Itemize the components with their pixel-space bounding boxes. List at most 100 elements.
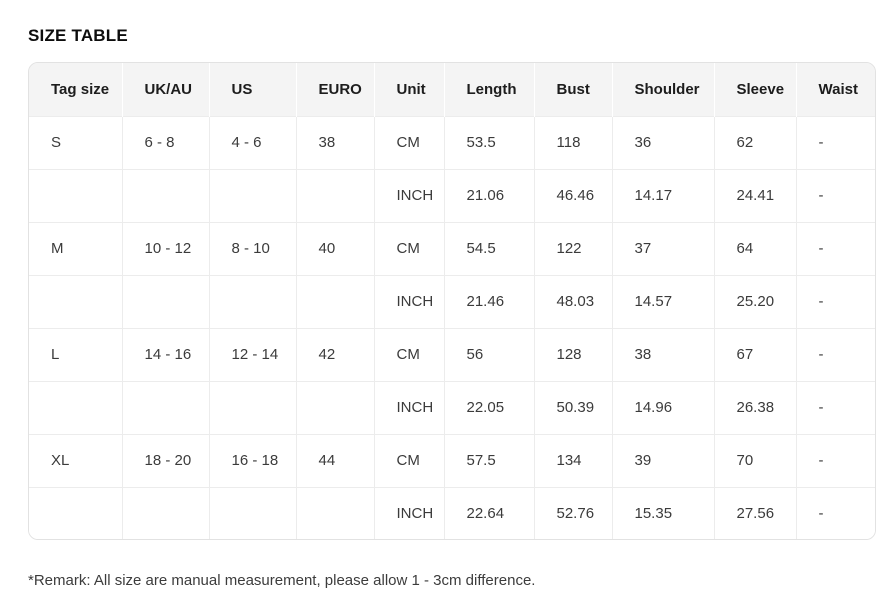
cell-us (208, 380, 296, 434)
table-row-xl-cm: XL 18 - 20 16 - 18 44 CM 57.5 134 39 70 … (29, 433, 875, 487)
cell-us (208, 486, 296, 539)
cell-us: 4 - 6 (208, 115, 296, 169)
cell-uk-au (121, 380, 209, 434)
cell-unit: CM (373, 221, 444, 275)
cell-euro (295, 168, 374, 222)
cell-euro: 42 (295, 327, 374, 381)
col-header-tag-size: Tag size (29, 63, 122, 116)
cell-unit: INCH (373, 168, 444, 222)
col-header-unit: Unit (373, 63, 444, 116)
cell-waist: - (795, 221, 875, 275)
cell-uk-au (121, 486, 209, 539)
cell-euro (295, 486, 374, 539)
cell-waist: - (795, 168, 875, 222)
cell-waist: - (795, 486, 875, 539)
cell-bust: 122 (533, 221, 612, 275)
cell-sleeve: 70 (713, 433, 796, 487)
cell-tag-size: XL (29, 433, 122, 487)
table-row-m-cm: M 10 - 12 8 - 10 40 CM 54.5 122 37 64 - (29, 221, 875, 275)
cell-shoulder: 14.96 (611, 380, 714, 434)
cell-euro: 38 (295, 115, 374, 169)
cell-us (208, 168, 296, 222)
cell-tag-size (29, 380, 122, 434)
cell-euro (295, 380, 374, 434)
cell-length: 54.5 (443, 221, 534, 275)
cell-sleeve: 64 (713, 221, 796, 275)
cell-shoulder: 14.57 (611, 274, 714, 328)
cell-unit: CM (373, 115, 444, 169)
cell-length: 21.46 (443, 274, 534, 328)
cell-length: 22.64 (443, 486, 534, 539)
cell-us: 16 - 18 (208, 433, 296, 487)
cell-sleeve: 67 (713, 327, 796, 381)
cell-bust: 128 (533, 327, 612, 381)
cell-sleeve: 27.56 (713, 486, 796, 539)
cell-tag-size (29, 274, 122, 328)
col-header-length: Length (443, 63, 534, 116)
cell-unit: CM (373, 327, 444, 381)
table-row-l-cm: L 14 - 16 12 - 14 42 CM 56 128 38 67 - (29, 327, 875, 381)
col-header-sleeve: Sleeve (713, 63, 796, 116)
cell-unit: INCH (373, 274, 444, 328)
cell-uk-au: 14 - 16 (121, 327, 209, 381)
cell-shoulder: 14.17 (611, 168, 714, 222)
cell-length: 22.05 (443, 380, 534, 434)
col-header-uk-au: UK/AU (121, 63, 209, 116)
cell-us: 12 - 14 (208, 327, 296, 381)
cell-length: 56 (443, 327, 534, 381)
cell-tag-size (29, 486, 122, 539)
table-row-s-inch: INCH 21.06 46.46 14.17 24.41 - (29, 168, 875, 222)
cell-bust: 46.46 (533, 168, 612, 222)
table-header-row: Tag size UK/AU US EURO Unit Length Bust … (29, 63, 875, 116)
cell-waist: - (795, 380, 875, 434)
cell-length: 21.06 (443, 168, 534, 222)
cell-uk-au: 10 - 12 (121, 221, 209, 275)
cell-unit: INCH (373, 380, 444, 434)
col-header-shoulder: Shoulder (611, 63, 714, 116)
cell-uk-au (121, 168, 209, 222)
table-row-m-inch: INCH 21.46 48.03 14.57 25.20 - (29, 274, 875, 328)
cell-us (208, 274, 296, 328)
cell-bust: 48.03 (533, 274, 612, 328)
remark-note: *Remark: All size are manual measurement… (28, 572, 536, 589)
table-row-l-inch: INCH 22.05 50.39 14.96 26.38 - (29, 380, 875, 434)
size-table-container: Tag size UK/AU US EURO Unit Length Bust … (28, 62, 876, 540)
cell-tag-size (29, 168, 122, 222)
cell-shoulder: 36 (611, 115, 714, 169)
col-header-bust: Bust (533, 63, 612, 116)
table-row-xl-inch: INCH 22.64 52.76 15.35 27.56 - (29, 486, 875, 539)
cell-bust: 134 (533, 433, 612, 487)
cell-bust: 50.39 (533, 380, 612, 434)
cell-uk-au: 6 - 8 (121, 115, 209, 169)
cell-unit: INCH (373, 486, 444, 539)
cell-sleeve: 24.41 (713, 168, 796, 222)
cell-length: 57.5 (443, 433, 534, 487)
size-table: Tag size UK/AU US EURO Unit Length Bust … (29, 63, 875, 539)
cell-sleeve: 62 (713, 115, 796, 169)
table-row-s-cm: S 6 - 8 4 - 6 38 CM 53.5 118 36 62 - (29, 115, 875, 169)
col-header-euro: EURO (295, 63, 374, 116)
cell-shoulder: 39 (611, 433, 714, 487)
col-header-us: US (208, 63, 296, 116)
cell-uk-au (121, 274, 209, 328)
cell-waist: - (795, 433, 875, 487)
cell-bust: 118 (533, 115, 612, 169)
cell-waist: - (795, 115, 875, 169)
cell-waist: - (795, 274, 875, 328)
cell-tag-size: S (29, 115, 122, 169)
cell-shoulder: 37 (611, 221, 714, 275)
cell-us: 8 - 10 (208, 221, 296, 275)
col-header-waist: Waist (795, 63, 875, 116)
cell-euro: 44 (295, 433, 374, 487)
cell-length: 53.5 (443, 115, 534, 169)
cell-shoulder: 15.35 (611, 486, 714, 539)
cell-tag-size: M (29, 221, 122, 275)
cell-euro: 40 (295, 221, 374, 275)
cell-sleeve: 25.20 (713, 274, 796, 328)
cell-sleeve: 26.38 (713, 380, 796, 434)
cell-shoulder: 38 (611, 327, 714, 381)
cell-bust: 52.76 (533, 486, 612, 539)
cell-unit: CM (373, 433, 444, 487)
cell-waist: - (795, 327, 875, 381)
